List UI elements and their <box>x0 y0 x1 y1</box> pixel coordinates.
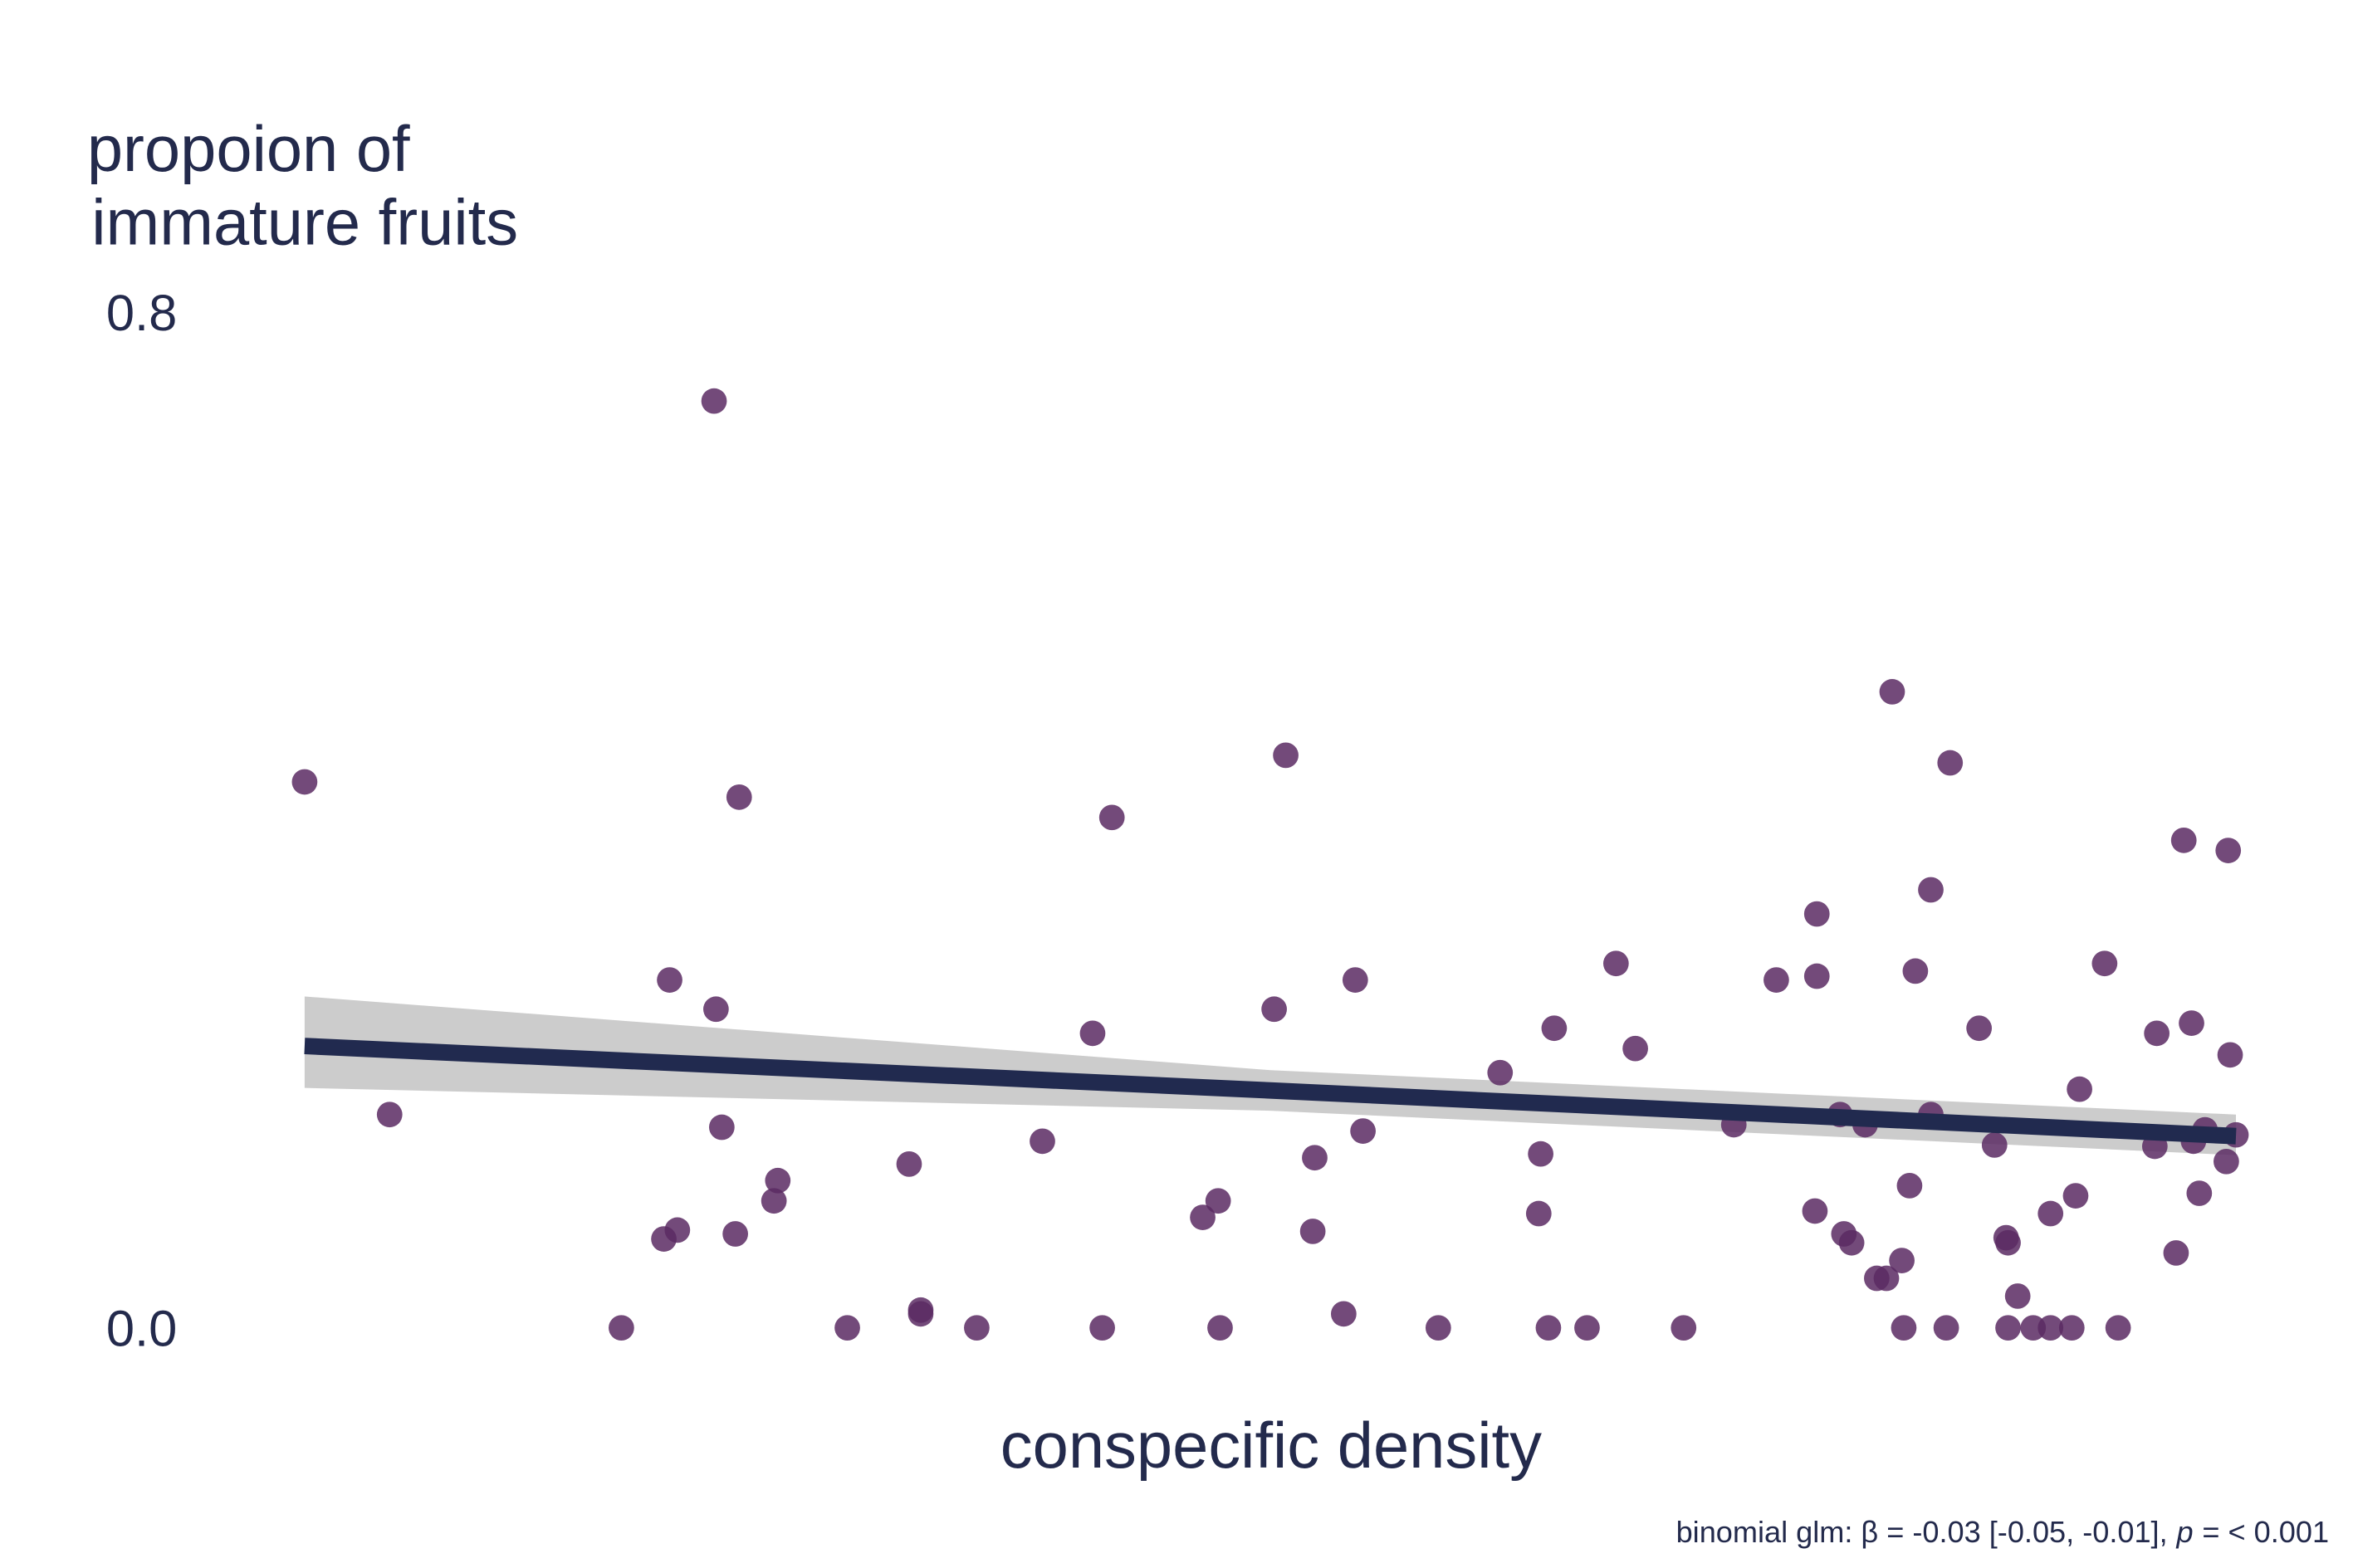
point <box>964 1315 990 1341</box>
point <box>664 1217 691 1243</box>
point <box>1205 1188 1231 1214</box>
point <box>722 1221 748 1247</box>
point <box>1671 1315 1697 1341</box>
point <box>2105 1315 2131 1341</box>
point <box>1528 1141 1553 1167</box>
y-tick-label: 0.0 <box>106 1300 177 1357</box>
point <box>896 1151 922 1177</box>
point <box>1302 1145 1328 1171</box>
point <box>1350 1118 1376 1144</box>
point <box>1273 742 1299 769</box>
point <box>1622 1035 1648 1062</box>
point <box>1891 1315 1917 1341</box>
point <box>1889 1248 1915 1273</box>
point <box>907 1301 934 1327</box>
point <box>1574 1315 1600 1341</box>
point <box>2067 1076 2092 1102</box>
point <box>1879 679 1905 705</box>
note-text: = < 0.001 <box>2202 1515 2329 1549</box>
point <box>657 967 682 993</box>
point <box>1207 1315 1233 1341</box>
point <box>1299 1219 1326 1244</box>
point <box>1981 1132 2008 1158</box>
point <box>2163 1240 2189 1266</box>
point <box>1541 1015 1568 1042</box>
point <box>2215 838 2242 863</box>
point <box>1261 996 1287 1023</box>
point <box>1089 1315 1115 1341</box>
point <box>1803 901 1830 927</box>
point <box>726 784 752 810</box>
point <box>2091 950 2118 977</box>
point <box>1342 967 1368 993</box>
point <box>1838 1229 1865 1256</box>
point <box>1995 1315 2021 1341</box>
point <box>1079 1020 1106 1047</box>
point <box>1098 804 1125 831</box>
point <box>1190 1204 1216 1230</box>
point <box>1602 950 1629 977</box>
point <box>1030 1128 1055 1155</box>
point <box>1873 1265 1900 1292</box>
point <box>2217 1042 2243 1068</box>
point <box>761 1188 787 1214</box>
y-tick-label: 0.8 <box>106 285 177 342</box>
point <box>2037 1315 2064 1341</box>
point <box>834 1315 860 1341</box>
point <box>1330 1301 1357 1327</box>
point <box>2170 827 2197 853</box>
point <box>1487 1059 1514 1086</box>
point <box>1918 877 1944 903</box>
point <box>1803 963 1830 989</box>
point <box>2214 1148 2239 1175</box>
point <box>2058 1315 2085 1341</box>
point <box>1966 1015 1993 1042</box>
point <box>765 1167 791 1194</box>
point <box>1802 1198 1828 1224</box>
point <box>1896 1173 1923 1199</box>
point <box>703 996 729 1023</box>
x-axis-label: conspecific density <box>1000 1410 1542 1482</box>
y-axis-label: propoion of <box>87 114 410 185</box>
point <box>701 388 727 414</box>
point <box>1764 967 1789 993</box>
point <box>2144 1020 2170 1047</box>
point <box>708 1114 735 1141</box>
point <box>1525 1200 1552 1227</box>
point <box>2062 1183 2089 1209</box>
note: binomial glm: β = -0.03 [-0.05, -0.01], p… <box>1676 1515 2330 1549</box>
note-text: binomial glm: β = -0.03 [-0.05, -0.01], <box>1676 1515 2168 1549</box>
point <box>2179 1010 2204 1036</box>
point <box>2004 1283 2031 1309</box>
point <box>2037 1200 2064 1227</box>
point <box>1902 958 1929 984</box>
point <box>1933 1315 1959 1341</box>
fit-line <box>304 1038 2237 1145</box>
point <box>1937 750 1964 776</box>
point <box>291 769 318 795</box>
point <box>1995 1229 2021 1256</box>
point <box>2186 1180 2213 1206</box>
point <box>376 1102 403 1128</box>
point <box>1535 1315 1562 1341</box>
point <box>609 1315 634 1341</box>
y-axis-label: immature fruits <box>91 188 518 259</box>
note-text: p <box>2175 1515 2193 1549</box>
point <box>1425 1315 1451 1341</box>
